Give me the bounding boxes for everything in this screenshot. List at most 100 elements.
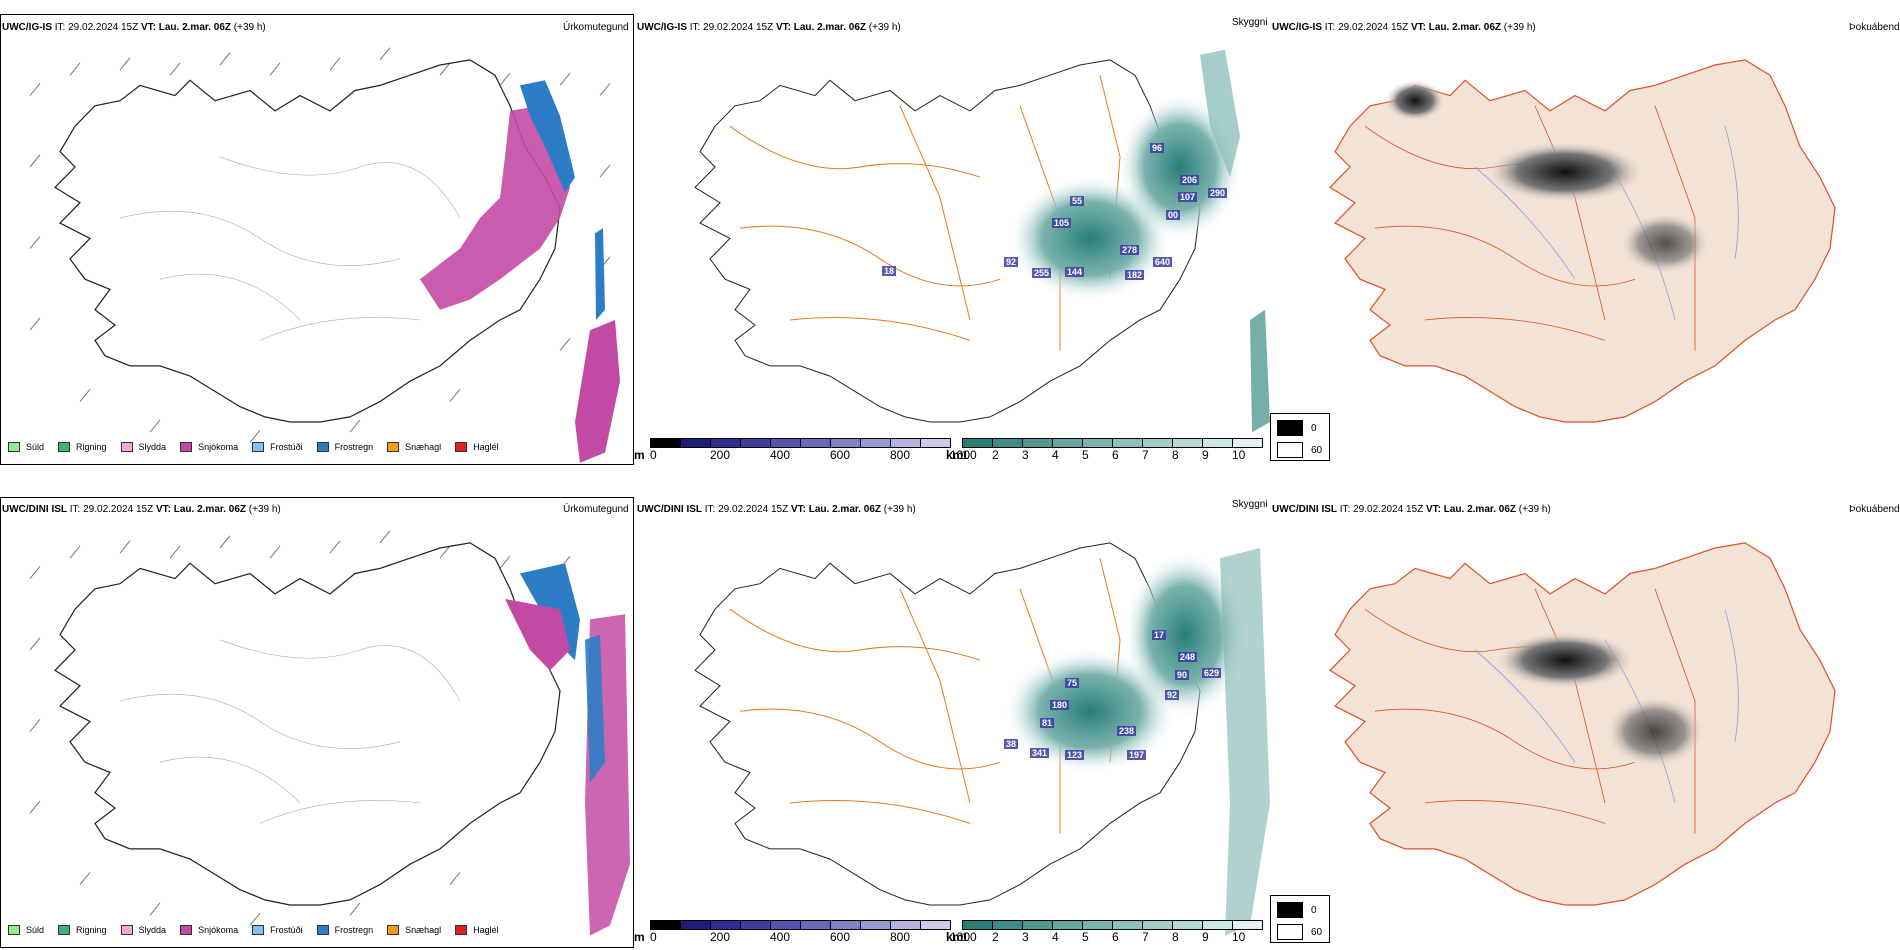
ceiling-unit-bottom: m xyxy=(634,930,645,944)
colorbar-tick-label: 800 xyxy=(890,448,911,462)
panel-title-fog-bottom: Þokuábendi xyxy=(1849,504,1900,515)
panel-header-bottom-1: UWC/DINI ISL IT: 29.02.2024 15Z VT: Lau.… xyxy=(2,504,281,515)
panel-title-precip-bottom: Úrkomutegund xyxy=(563,504,629,515)
ceiling-label: 640 xyxy=(1153,257,1173,267)
colorbar-segment xyxy=(921,438,951,448)
panel-header-bottom-2: UWC/DINI ISL IT: 29.02.2024 15Z VT: Lau.… xyxy=(637,504,916,515)
panel-header-top-2: UWC/IG-IS IT: 29.02.2024 15Z VT: Lau. 2.… xyxy=(637,22,901,33)
fog-legend-bottom: 0 60 xyxy=(1270,895,1330,943)
colorbar-tick-label: 600 xyxy=(830,448,851,462)
colorbar-tick-label: 400 xyxy=(770,930,791,944)
legend-item: Snæhagl xyxy=(387,442,441,452)
colorbar-segment xyxy=(962,920,993,930)
colorbar-tick-label: 1000 xyxy=(950,448,977,462)
legend-item: Súld xyxy=(8,442,44,452)
colorbar-segment xyxy=(993,920,1023,930)
colorbar-segment xyxy=(711,438,741,448)
visibility-map-top xyxy=(694,49,1270,433)
ceiling-label: 290 xyxy=(1208,188,1228,198)
colorbar-segment xyxy=(801,438,831,448)
legend-item: Slydda xyxy=(120,442,167,452)
colorbar-segment xyxy=(1203,438,1233,448)
fog-legend-item: 60 xyxy=(1277,924,1322,940)
visibility-map-bottom xyxy=(694,542,1270,936)
panel-title-visibility-bottom: Skyggni xyxy=(1232,499,1268,510)
legend-label: Slydda xyxy=(138,925,167,935)
fog-map-top xyxy=(1329,59,1836,423)
colorbar-segment xyxy=(1053,920,1083,930)
legend-item: Frostúði xyxy=(252,925,303,935)
precip-type-panel-top xyxy=(0,14,634,465)
colorbar-tick-label: 3 xyxy=(1022,930,1029,944)
colorbar-tick-label: 8 xyxy=(1172,448,1179,462)
legend-item: Frostregn xyxy=(316,442,374,452)
colorbar-tick-label: 3 xyxy=(1022,448,1029,462)
fog-legend-label: 0 xyxy=(1311,422,1317,434)
colorbar-segment xyxy=(1113,920,1143,930)
ceiling-label: 38 xyxy=(1004,739,1019,749)
panel-title-fog-top: Þokuábendi xyxy=(1849,22,1900,33)
ceiling-colorbar-top xyxy=(650,438,951,448)
legend-label: Rigning xyxy=(76,925,107,935)
precip-legend-top: Súld Rigning Slydda Snjókoma Frostúði Frostre… xyxy=(8,442,513,452)
fog-legend-item: 0 xyxy=(1277,902,1317,918)
ceiling-label: 248 xyxy=(1178,652,1198,662)
legend-swatch xyxy=(455,925,468,935)
colorbar-tick-label: 4 xyxy=(1052,448,1059,462)
colorbar-segment xyxy=(1173,438,1203,448)
colorbar-segment xyxy=(831,438,861,448)
colorbar-tick-label: 1000 xyxy=(950,930,977,944)
legend-swatch xyxy=(180,925,193,935)
visibility-colorbar-bottom xyxy=(962,920,1263,930)
colorbar-segment xyxy=(1023,438,1053,448)
colorbar-tick-label: 6 xyxy=(1112,448,1119,462)
fog-swatch xyxy=(1277,902,1303,918)
legend-label: Slydda xyxy=(138,442,167,452)
ceiling-label: 629 xyxy=(1202,668,1222,678)
ceiling-label: 81 xyxy=(1040,718,1055,728)
ceiling-label: 75 xyxy=(1065,678,1080,688)
colorbar-segment xyxy=(1113,438,1143,448)
legend-label: Frostregn xyxy=(334,442,374,452)
legend-item: Snjókoma xyxy=(180,442,238,452)
precip-map-top xyxy=(29,47,620,463)
legend-swatch xyxy=(8,442,20,452)
colorbar-segment xyxy=(962,438,993,448)
colorbar-tick-label: 9 xyxy=(1202,448,1209,462)
ceiling-label: 197 xyxy=(1127,750,1147,760)
legend-item: Slydda xyxy=(120,925,167,935)
colorbar-segment xyxy=(993,438,1023,448)
visibility-unit-top: km xyxy=(946,448,964,462)
colorbar-tick-label: 200 xyxy=(710,930,731,944)
ceiling-label: 55 xyxy=(1070,196,1085,206)
legend-item: Súld xyxy=(8,925,44,935)
visibility-unit-bottom: km xyxy=(946,930,964,944)
colorbar-segment xyxy=(1203,920,1233,930)
colorbar-segment xyxy=(650,920,681,930)
legend-item: Rigning xyxy=(58,442,107,452)
colorbar-segment xyxy=(1053,438,1083,448)
ceiling-label: 18 xyxy=(882,266,897,276)
colorbar-tick-label: 4 xyxy=(1052,930,1059,944)
colorbar-segment xyxy=(891,920,921,930)
legend-item: Frostúði xyxy=(252,442,303,452)
legend-item: Haglél xyxy=(455,442,499,452)
legend-label: Snæhagl xyxy=(405,442,442,452)
ceiling-label: 92 xyxy=(1165,690,1180,700)
colorbar-segment xyxy=(1143,920,1173,930)
fog-legend-top: 0 60 xyxy=(1270,413,1330,461)
colorbar-tick-label: 2 xyxy=(992,448,999,462)
legend-label: Haglél xyxy=(473,442,499,452)
legend-item: Snæhagl xyxy=(387,925,441,935)
legend-label: Rigning xyxy=(76,442,107,452)
ceiling-label: 123 xyxy=(1065,750,1085,760)
colorbar-tick-label: 10 xyxy=(1232,930,1246,944)
colorbar-segment xyxy=(681,920,711,930)
colorbar-segment xyxy=(801,920,831,930)
colorbar-segment xyxy=(771,920,801,930)
fog-swatch xyxy=(1277,420,1303,436)
legend-swatch xyxy=(316,442,329,452)
legend-swatch xyxy=(252,442,265,452)
panel-header-bottom-3: UWC/DINI ISL IT: 29.02.2024 15Z VT: Lau.… xyxy=(1272,504,1551,515)
colorbar-segment xyxy=(771,438,801,448)
